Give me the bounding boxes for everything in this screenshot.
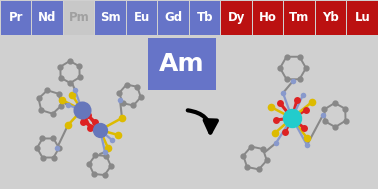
Text: Pr: Pr	[8, 12, 23, 24]
Text: Ho: Ho	[259, 12, 277, 24]
FancyBboxPatch shape	[221, 1, 251, 35]
FancyBboxPatch shape	[32, 1, 62, 35]
Text: Yb: Yb	[322, 12, 339, 24]
Text: Gd: Gd	[164, 12, 182, 24]
Text: Sm: Sm	[100, 12, 121, 24]
FancyArrowPatch shape	[188, 110, 217, 132]
FancyBboxPatch shape	[64, 1, 94, 35]
FancyBboxPatch shape	[95, 1, 125, 35]
Text: Tm: Tm	[289, 12, 309, 24]
FancyBboxPatch shape	[347, 1, 378, 35]
FancyBboxPatch shape	[158, 1, 189, 35]
FancyBboxPatch shape	[316, 1, 346, 35]
FancyBboxPatch shape	[284, 1, 314, 35]
Text: Tb: Tb	[197, 12, 213, 24]
Text: Am: Am	[159, 52, 205, 76]
FancyBboxPatch shape	[148, 38, 216, 90]
Text: Nd: Nd	[38, 12, 56, 24]
FancyBboxPatch shape	[253, 1, 283, 35]
FancyBboxPatch shape	[0, 1, 31, 35]
Text: Dy: Dy	[228, 12, 245, 24]
Text: Eu: Eu	[134, 12, 150, 24]
FancyBboxPatch shape	[127, 1, 157, 35]
FancyBboxPatch shape	[189, 1, 220, 35]
Text: Lu: Lu	[355, 12, 370, 24]
Text: Pm: Pm	[68, 12, 89, 24]
